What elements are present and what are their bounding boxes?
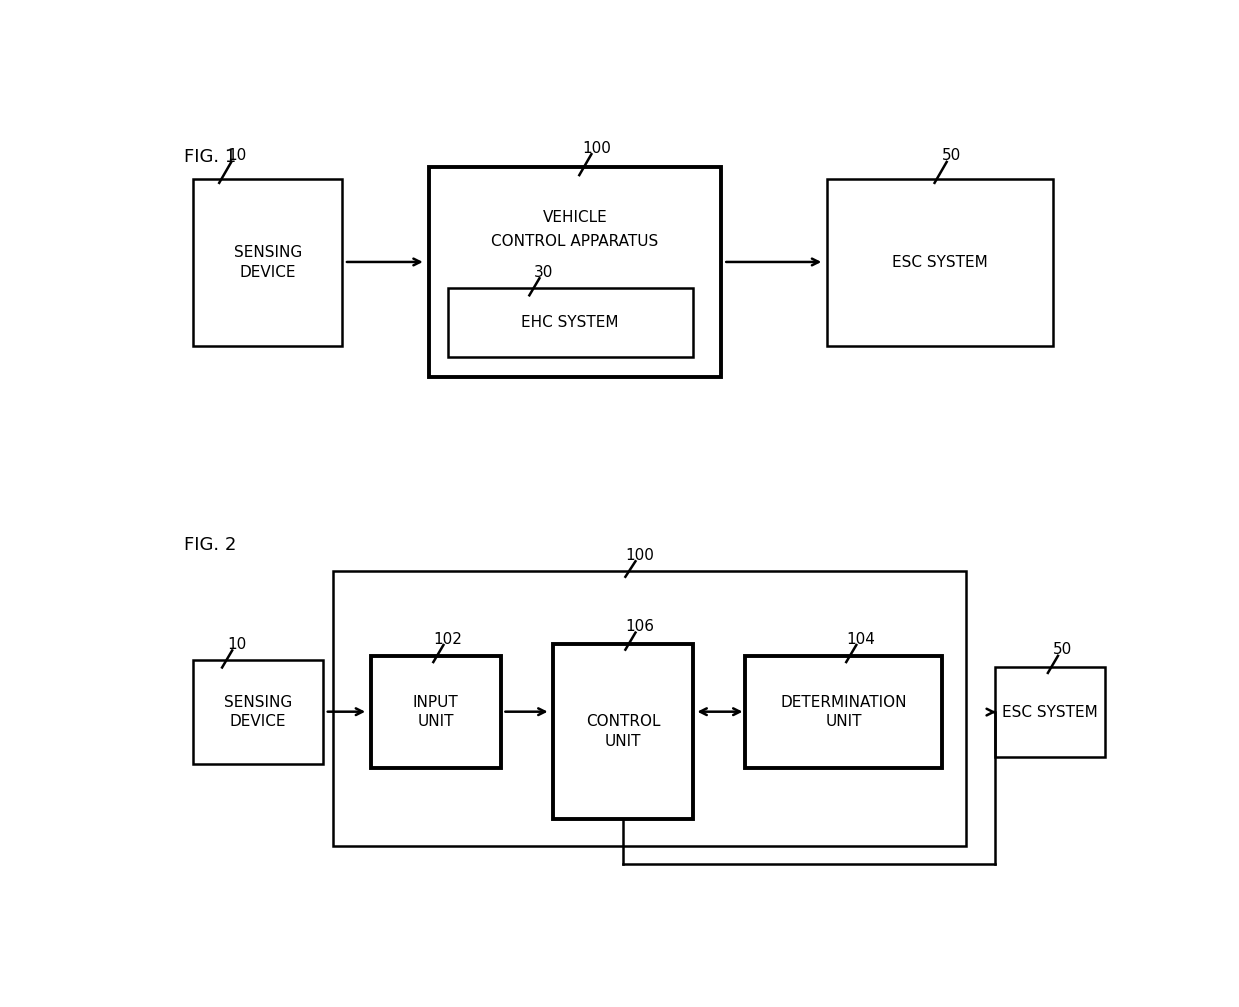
- Text: FIG. 2: FIG. 2: [183, 536, 237, 554]
- Bar: [193, 179, 342, 345]
- Text: 104: 104: [846, 631, 875, 646]
- Bar: [429, 167, 721, 377]
- Text: INPUT
UNIT: INPUT UNIT: [413, 695, 458, 729]
- Bar: [193, 660, 323, 764]
- Bar: [370, 656, 501, 768]
- Text: 100: 100: [582, 141, 611, 156]
- Bar: [746, 656, 943, 768]
- Bar: [828, 179, 1053, 345]
- Text: 102: 102: [434, 631, 462, 646]
- Text: CONTROL
UNIT: CONTROL UNIT: [586, 714, 660, 749]
- Text: DETERMINATION
UNIT: DETERMINATION UNIT: [781, 695, 907, 729]
- Text: ESC SYSTEM: ESC SYSTEM: [892, 255, 987, 270]
- Text: EHC SYSTEM: EHC SYSTEM: [522, 315, 620, 330]
- Text: ESC SYSTEM: ESC SYSTEM: [1002, 705, 1098, 720]
- Text: VEHICLE: VEHICLE: [543, 210, 607, 226]
- Text: 30: 30: [534, 265, 554, 280]
- Bar: [554, 644, 693, 819]
- Text: 100: 100: [626, 548, 654, 563]
- Text: 106: 106: [626, 619, 654, 634]
- Text: SENSING
DEVICE: SENSING DEVICE: [224, 695, 292, 729]
- Text: 50: 50: [942, 148, 961, 163]
- Bar: [995, 668, 1105, 756]
- Text: FIG. 1: FIG. 1: [183, 148, 235, 166]
- Text: SENSING
DEVICE: SENSING DEVICE: [234, 245, 302, 280]
- Text: CONTROL APPARATUS: CONTROL APPARATUS: [492, 234, 659, 249]
- Bar: [332, 571, 966, 846]
- Text: 10: 10: [227, 637, 247, 652]
- Bar: [447, 288, 693, 357]
- Text: 10: 10: [227, 148, 247, 163]
- Text: 50: 50: [1053, 642, 1072, 658]
